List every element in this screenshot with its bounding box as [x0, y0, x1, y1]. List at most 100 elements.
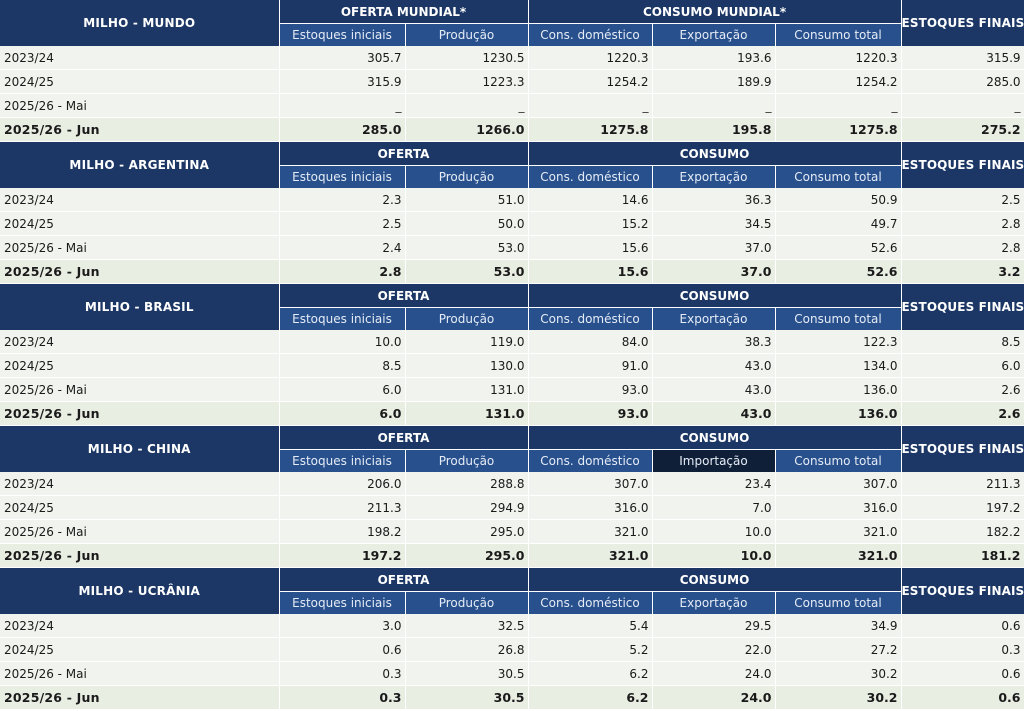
table-cell: 49.7: [775, 211, 902, 236]
table-cell: _: [652, 93, 776, 118]
column-header: Consumo total: [775, 449, 902, 472]
column-header: Exportação: [652, 165, 776, 188]
table-cell: 22.0: [652, 637, 776, 662]
table-cell: 30.2: [775, 661, 902, 686]
table-cell: 1254.2: [775, 69, 902, 94]
table-cell: 0.3: [279, 661, 406, 686]
table-cell: 2.8: [279, 259, 406, 284]
column-header: Cons. doméstico: [528, 449, 653, 472]
subheader-row: Estoques iniciais Produção Cons. doméstico…: [0, 307, 1024, 330]
row-label: 2025/26 - Mai: [0, 235, 280, 260]
table-cell: _: [279, 93, 406, 118]
table-row: 2024/25 0.6 26.8 5.2 22.0 27.2 0.3: [0, 637, 1024, 662]
table-title: MILHO - MUNDO: [0, 0, 280, 46]
table-row: 2025/26 - Jun 0.3 30.5 6.2 24.0 30.2 0.6: [0, 685, 1024, 710]
subheader-row: Estoques iniciais Produção Cons. doméstico…: [0, 165, 1024, 188]
consumption-group-header: CONSUMO MUNDIAL*: [528, 0, 902, 24]
row-label: 2023/24: [0, 614, 280, 638]
table-cell: 285.0: [279, 117, 406, 142]
header-row: MILHO - ARGENTINA OFERTA CONSUMO ESTOQUES F…: [0, 142, 1024, 188]
table-cell: 288.8: [405, 472, 529, 496]
table-cell: 198.2: [279, 519, 406, 544]
table-cell: 24.0: [652, 661, 776, 686]
country-table: MILHO - CHINA OFERTA CONSUMO ESTOQUES FINAI…: [0, 426, 1024, 568]
table-cell: 2.5: [901, 188, 1024, 212]
table-cell: 122.3: [775, 330, 902, 354]
table-cell: 6.2: [528, 685, 653, 710]
table-cell: 2.8: [901, 211, 1024, 236]
column-header: Estoques iniciais: [279, 23, 406, 46]
column-header: Cons. doméstico: [528, 165, 653, 188]
row-label: 2023/24: [0, 188, 280, 212]
table-cell: 0.6: [901, 661, 1024, 686]
table-cell: 15.6: [528, 235, 653, 260]
table-row: 2023/24 206.0 288.8 307.0 23.4 307.0 211.3: [0, 472, 1024, 496]
table-cell: 189.9: [652, 69, 776, 94]
column-header: Produção: [405, 165, 529, 188]
table-cell: 29.5: [652, 614, 776, 638]
table-row: 2025/26 - Jun 6.0 131.0 93.0 43.0 136.0 2.6: [0, 401, 1024, 426]
table-cell: 275.2: [901, 117, 1024, 142]
table-cell: 30.5: [405, 661, 529, 686]
table-cell: 119.0: [405, 330, 529, 354]
table-cell: 2.4: [279, 235, 406, 260]
table-cell: 23.4: [652, 472, 776, 496]
column-header: Consumo total: [775, 591, 902, 614]
supply-group-header: OFERTA: [279, 426, 529, 450]
table-row: 2023/24 305.7 1230.5 1220.3 193.6 1220.3 315.9: [0, 46, 1024, 70]
table-cell: 38.3: [652, 330, 776, 354]
table-cell: 32.5: [405, 614, 529, 638]
table-cell: 294.9: [405, 495, 529, 520]
row-label: 2024/25: [0, 211, 280, 236]
table-title: MILHO - BRASIL: [0, 284, 280, 330]
table-row: 2024/25 211.3 294.9 316.0 7.0 316.0 197.2: [0, 495, 1024, 520]
column-header: Exportação: [652, 23, 776, 46]
consumption-group-header: CONSUMO: [528, 284, 902, 308]
table-cell: 43.0: [652, 377, 776, 402]
supply-group-header: OFERTA: [279, 568, 529, 592]
table-cell: 14.6: [528, 188, 653, 212]
table-cell: 130.0: [405, 353, 529, 378]
table-cell: 6.0: [901, 353, 1024, 378]
row-label: 2024/25: [0, 353, 280, 378]
table-cell: 0.3: [901, 637, 1024, 662]
table-cell: 136.0: [775, 377, 902, 402]
table-cell: 211.3: [901, 472, 1024, 496]
table-cell: 30.5: [405, 685, 529, 710]
table-row: 2023/24 10.0 119.0 84.0 38.3 122.3 8.5: [0, 330, 1024, 354]
table-cell: 131.0: [405, 377, 529, 402]
row-label: 2024/25: [0, 495, 280, 520]
table-cell: 15.6: [528, 259, 653, 284]
subheader-row: Estoques iniciais Produção Cons. doméstico…: [0, 449, 1024, 472]
table-cell: 34.5: [652, 211, 776, 236]
table-cell: 211.3: [279, 495, 406, 520]
table-cell: 1275.8: [528, 117, 653, 142]
table-cell: 321.0: [775, 543, 902, 568]
table-cell: 3.2: [901, 259, 1024, 284]
table-cell: 43.0: [652, 401, 776, 426]
table-cell: 24.0: [652, 685, 776, 710]
table-cell: 2.6: [901, 377, 1024, 402]
column-header: Consumo total: [775, 307, 902, 330]
final-stocks-header: ESTOQUES FINAIS*: [901, 284, 1024, 330]
table-row: 2023/24 2.3 51.0 14.6 36.3 50.9 2.5: [0, 188, 1024, 212]
table-cell: 1254.2: [528, 69, 653, 94]
table-cell: 93.0: [528, 401, 653, 426]
table-cell: _: [528, 93, 653, 118]
table-title: MILHO - ARGENTINA: [0, 142, 280, 188]
table-cell: 321.0: [528, 543, 653, 568]
table-cell: 6.0: [279, 401, 406, 426]
table-row: 2024/25 8.5 130.0 91.0 43.0 134.0 6.0: [0, 353, 1024, 378]
table-row: 2023/24 3.0 32.5 5.4 29.5 34.9 0.6: [0, 614, 1024, 638]
country-table: MILHO - MUNDO OFERTA MUNDIAL* CONSUMO MUND…: [0, 0, 1024, 142]
row-label: 2025/26 - Mai: [0, 377, 280, 402]
table-cell: 50.0: [405, 211, 529, 236]
row-label: 2024/25: [0, 637, 280, 662]
table-cell: 84.0: [528, 330, 653, 354]
table-cell: 295.0: [405, 543, 529, 568]
supply-group-header: OFERTA: [279, 284, 529, 308]
column-header: Importação: [652, 449, 776, 472]
column-header: Estoques iniciais: [279, 307, 406, 330]
row-label: 2025/26 - Jun: [0, 259, 280, 284]
column-header: Consumo total: [775, 23, 902, 46]
